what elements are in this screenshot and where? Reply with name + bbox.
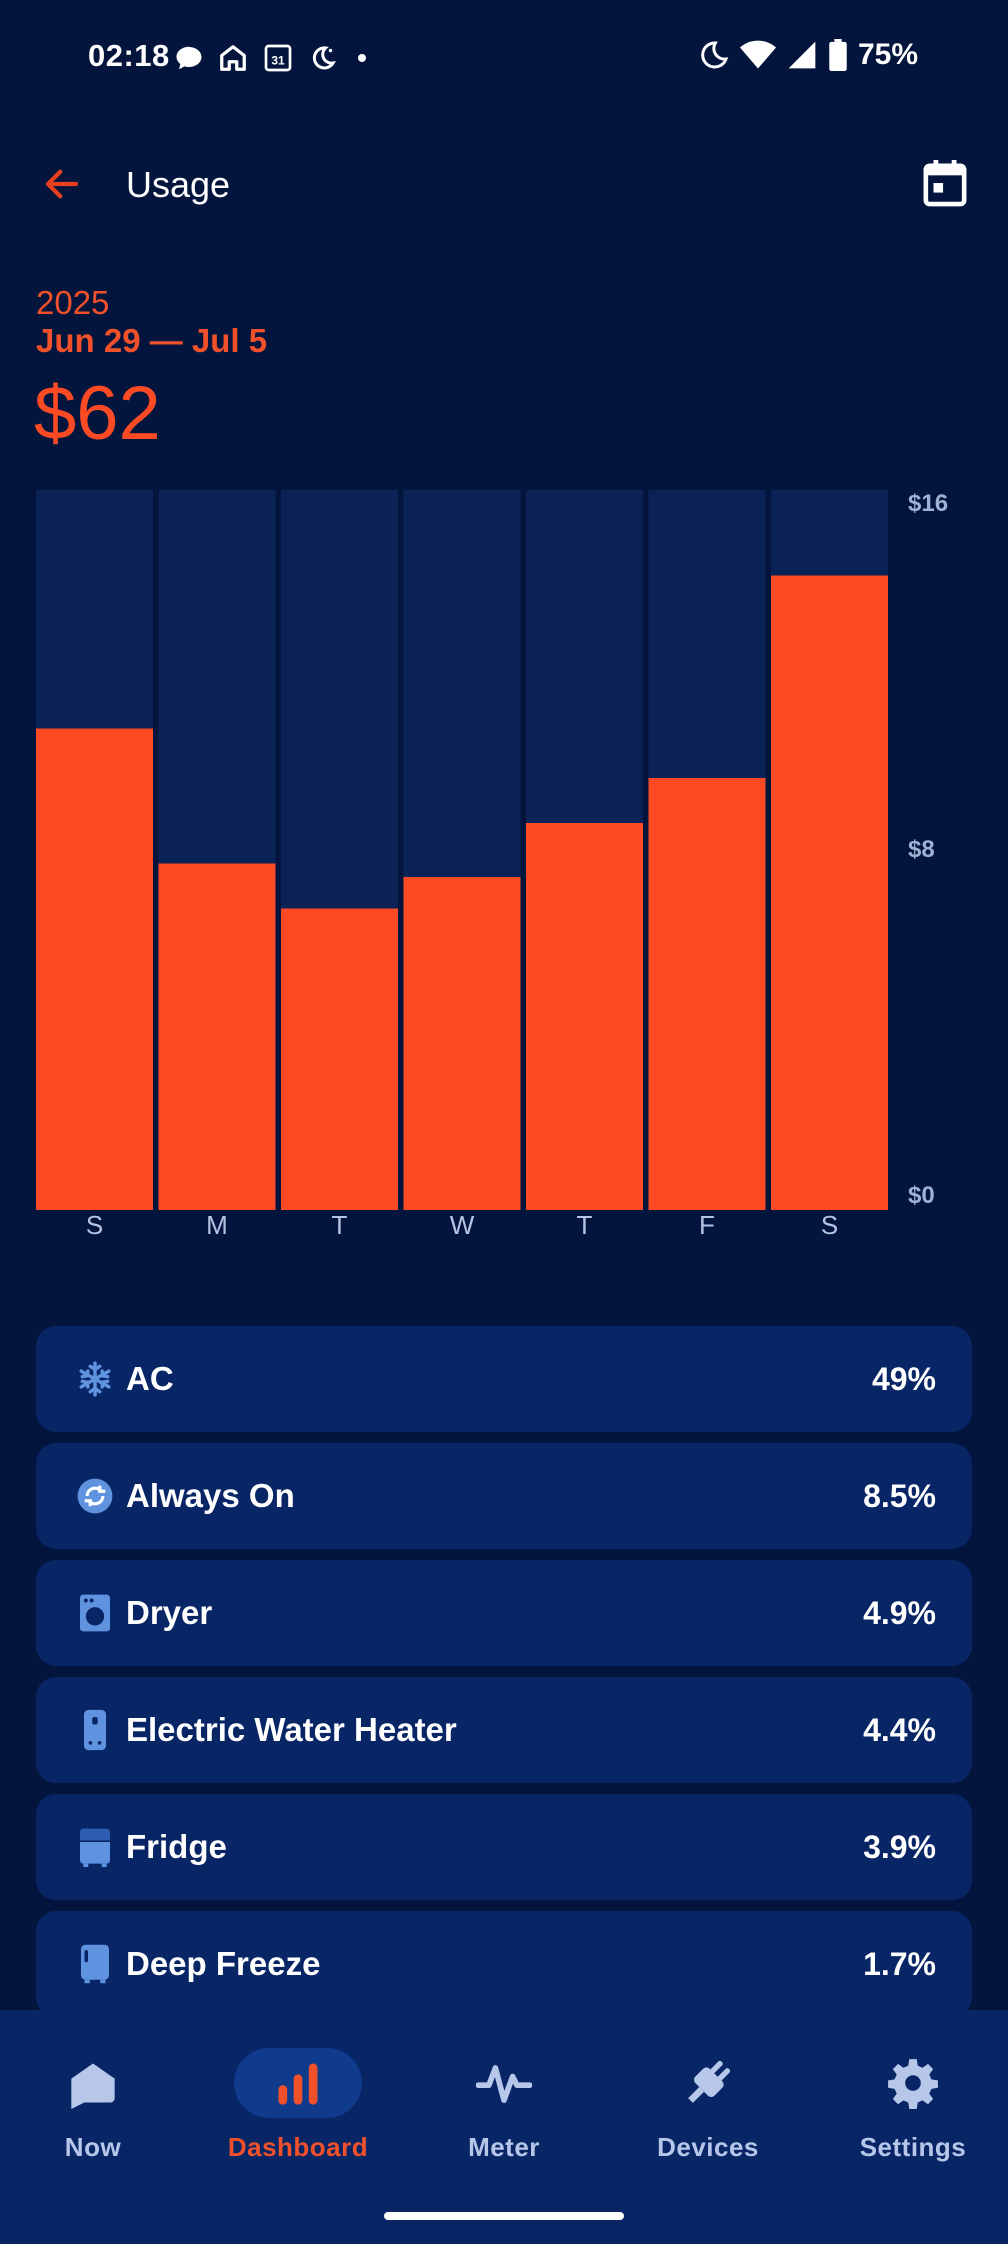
y-tick-max: $16 xyxy=(908,490,949,517)
x-tick-label: S xyxy=(820,1210,839,1240)
arrow-back-icon xyxy=(45,169,79,199)
page-title: Usage xyxy=(126,164,231,205)
device-row-ac[interactable]: AC 49% xyxy=(36,1326,972,1432)
battery-percent: 75% xyxy=(857,38,918,71)
device-name: Always On xyxy=(126,1477,295,1514)
dryer-icon xyxy=(76,1592,114,1634)
nav-settings-icon-wrap xyxy=(849,2048,977,2118)
nav-meter-icon-wrap xyxy=(440,2048,568,2118)
nav-meter[interactable]: Meter xyxy=(414,2038,594,2188)
status-bar: 02:18 31 75% xyxy=(0,0,1008,116)
water-heater-icon xyxy=(76,1709,114,1751)
bar-2[interactable] xyxy=(281,908,398,1211)
nav-label: Now xyxy=(64,2132,122,2162)
nav-label: Meter xyxy=(468,2132,540,2162)
bar-6[interactable] xyxy=(771,575,888,1211)
device-breakdown-list: AC 49% Always On 8.5% Dryer 4.9% Electri… xyxy=(36,1326,972,2028)
device-percent: 49% xyxy=(871,1360,936,1397)
device-percent: 3.9% xyxy=(863,1828,936,1865)
notification-icons: 31 xyxy=(174,40,372,76)
total-cost: $62 xyxy=(34,371,161,456)
dot-icon xyxy=(358,54,366,62)
system-icons: 75% xyxy=(698,38,918,72)
calendar-31-icon: 31 xyxy=(264,44,292,72)
device-name: AC xyxy=(126,1360,174,1397)
y-tick-mid: $8 xyxy=(908,836,935,863)
bar-3[interactable] xyxy=(403,877,521,1210)
device-percent: 8.5% xyxy=(863,1477,936,1514)
signal-icon xyxy=(788,41,816,69)
nav-settings[interactable]: Settings xyxy=(823,2038,1003,2188)
x-tick-label: T xyxy=(331,1210,348,1240)
nav-devices[interactable]: Devices xyxy=(618,2038,798,2188)
nav-label: Devices xyxy=(657,2132,759,2162)
home-icon xyxy=(220,45,246,71)
dnd-moon-icon xyxy=(701,41,729,69)
gear-icon xyxy=(888,2059,938,2109)
bar-1[interactable] xyxy=(158,863,276,1211)
freezer-icon xyxy=(76,1943,114,1985)
nav-dashboard[interactable]: Dashboard xyxy=(208,2038,388,2188)
svg-text:31: 31 xyxy=(271,54,285,68)
bar-5[interactable] xyxy=(648,778,766,1210)
bar-chart-icon xyxy=(278,2063,318,2105)
back-button[interactable] xyxy=(38,160,86,208)
fridge-icon xyxy=(76,1826,114,1868)
nav-label: Dashboard xyxy=(227,2132,369,2162)
bottom-navigation: Now Dashboard Meter Devices Settings xyxy=(0,2010,1008,2244)
x-tick-label: W xyxy=(449,1210,475,1240)
home-chat-icon xyxy=(71,2063,115,2109)
usage-bar-chart: $16 $8 $0 S M T W T F S xyxy=(0,480,1008,1260)
home-indicator[interactable] xyxy=(384,2212,624,2220)
plug-icon xyxy=(688,2060,731,2103)
nav-now-icon-wrap xyxy=(29,2048,157,2118)
chat-bubble-icon xyxy=(176,46,202,70)
app-bar: Usage xyxy=(0,150,1008,220)
chart-canvas xyxy=(36,490,888,1211)
bedtime-icon xyxy=(312,46,336,70)
nav-label: Settings xyxy=(859,2132,967,2162)
nav-now[interactable]: Now xyxy=(3,2038,183,2188)
device-row-always-on[interactable]: Always On 8.5% xyxy=(36,1443,972,1549)
pulse-icon xyxy=(476,2065,532,2104)
device-percent: 4.4% xyxy=(863,1711,936,1748)
device-name: Dryer xyxy=(126,1594,213,1631)
y-tick-zero: $0 xyxy=(908,1182,935,1209)
battery-icon xyxy=(829,39,847,71)
bar-0[interactable] xyxy=(36,728,153,1211)
status-time: 02:18 xyxy=(88,38,170,73)
calendar-button[interactable] xyxy=(920,156,970,210)
bar-4[interactable] xyxy=(526,823,643,1210)
x-tick-label: F xyxy=(699,1210,715,1240)
snowflake-icon xyxy=(76,1358,114,1400)
always-on-icon xyxy=(76,1475,114,1517)
device-row-deep-freeze[interactable]: Deep Freeze 1.7% xyxy=(36,1911,972,2017)
device-percent: 1.7% xyxy=(863,1945,936,1982)
device-row-water-heater[interactable]: Electric Water Heater 4.4% xyxy=(36,1677,972,1783)
x-tick-label: T xyxy=(576,1210,593,1240)
nav-devices-icon-wrap xyxy=(644,2048,772,2118)
x-tick-label: S xyxy=(85,1210,104,1240)
device-percent: 4.9% xyxy=(863,1594,936,1631)
nav-dashboard-icon-wrap xyxy=(234,2048,362,2118)
wifi-icon xyxy=(739,40,776,69)
device-row-dryer[interactable]: Dryer 4.9% xyxy=(36,1560,972,1666)
device-name: Fridge xyxy=(126,1828,227,1865)
device-name: Deep Freeze xyxy=(126,1945,321,1982)
x-tick-label: M xyxy=(206,1210,228,1240)
date-range[interactable]: Jun 29 — Jul 5 xyxy=(36,322,268,359)
device-name: Electric Water Heater xyxy=(126,1711,457,1748)
device-row-fridge[interactable]: Fridge 3.9% xyxy=(36,1794,972,1900)
calendar-icon xyxy=(923,160,967,207)
year-label: 2025 xyxy=(36,284,110,321)
